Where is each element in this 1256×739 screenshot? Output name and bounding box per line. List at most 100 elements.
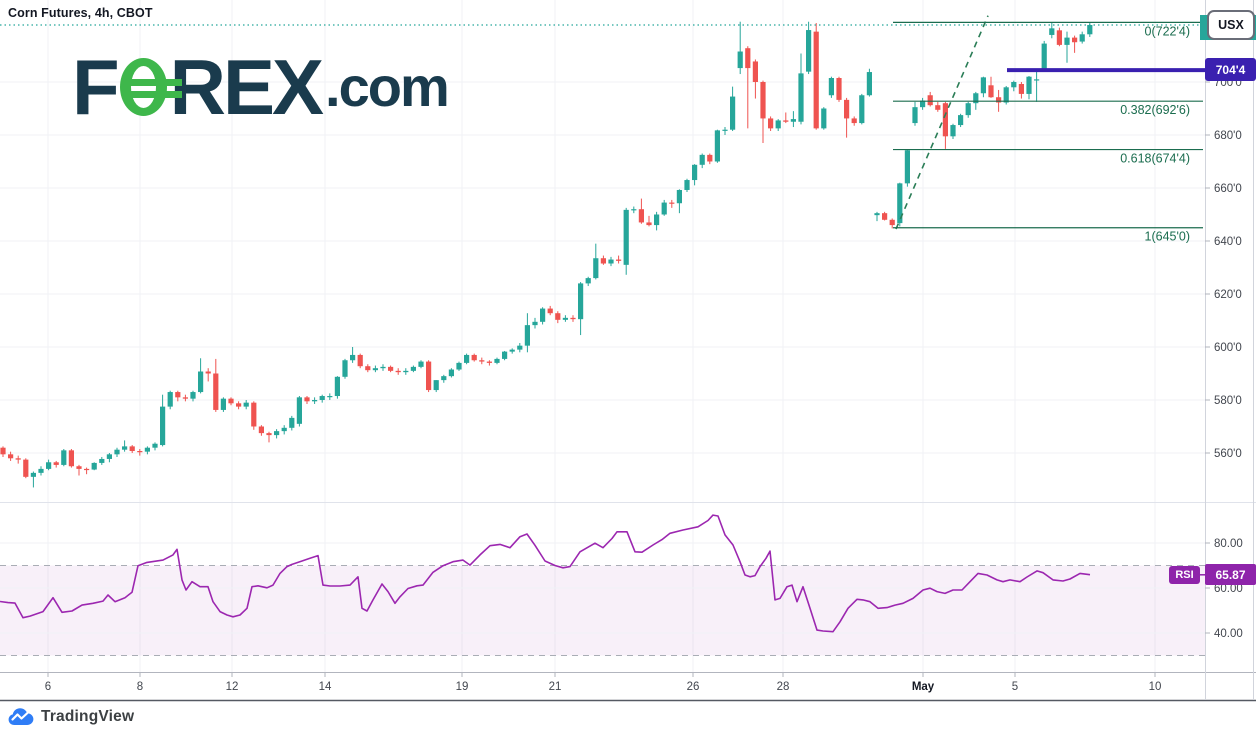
candle-up	[312, 399, 318, 402]
candle-up	[494, 358, 500, 363]
candle-down	[783, 120, 789, 122]
candle-down	[942, 103, 948, 137]
candle-up	[866, 72, 872, 96]
forex-logo-rex: REX	[169, 43, 324, 131]
candle-up	[859, 95, 865, 124]
candle-up	[654, 214, 660, 226]
forex-logo-f: F	[72, 43, 120, 131]
candle-up	[46, 462, 52, 469]
candle-up	[1026, 76, 1032, 94]
candle-up	[198, 371, 204, 393]
tradingview-attribution[interactable]: TradingView	[8, 708, 134, 726]
candle-up	[517, 345, 523, 350]
candle-up	[319, 396, 325, 400]
candle-down	[646, 222, 652, 226]
candle-up	[334, 376, 340, 397]
candle-down	[137, 451, 143, 453]
time-label[interactable]: 5	[1012, 681, 1018, 693]
candle-down	[388, 366, 394, 371]
candle-down	[638, 209, 644, 223]
candle-down	[236, 403, 242, 407]
candle-down	[395, 370, 401, 373]
candle-down	[8, 454, 14, 459]
candle-down	[844, 99, 850, 119]
candle-up	[274, 431, 280, 436]
time-label[interactable]: 14	[319, 681, 332, 693]
candle-down	[479, 360, 485, 362]
price-tick-label[interactable]: 680'0	[1214, 130, 1242, 142]
time-label[interactable]: 12	[226, 681, 239, 693]
candle-up	[828, 78, 834, 96]
candle-down	[600, 258, 606, 264]
candle-up	[220, 398, 226, 410]
time-label[interactable]: May	[912, 681, 935, 693]
candle-up	[160, 406, 166, 446]
candle-down	[768, 118, 774, 129]
candle-up	[775, 120, 781, 129]
candle-up	[714, 130, 720, 162]
candle-up	[91, 462, 97, 470]
candle-up	[1064, 37, 1070, 45]
candle-up	[448, 369, 454, 377]
rsi-tick-label[interactable]: 60.00	[1214, 583, 1243, 595]
rsi-tick-label[interactable]: 40.00	[1214, 628, 1243, 640]
rsi-tick-label[interactable]: 80.00	[1214, 538, 1243, 550]
rsi-band	[0, 565, 1205, 656]
candle-up	[61, 450, 67, 465]
symbol-title: Corn Futures, 4h, CBOT	[8, 6, 153, 20]
candle-up	[1087, 25, 1093, 35]
tradingview-logo-icon	[8, 708, 34, 725]
price-tick-label[interactable]: 640'0	[1214, 236, 1242, 248]
candle-up	[167, 392, 173, 407]
candle-up	[585, 278, 591, 284]
price-tick-label[interactable]: 660'0	[1214, 183, 1242, 195]
time-label[interactable]: 26	[687, 681, 700, 693]
rsi-value-badge: 65.87	[1205, 564, 1256, 585]
price-tick-label[interactable]: 560'0	[1214, 448, 1242, 460]
time-label[interactable]: 21	[549, 681, 562, 693]
time-label[interactable]: 19	[456, 681, 469, 693]
candle-down	[251, 402, 257, 427]
candle-up	[912, 107, 918, 124]
candle-up	[152, 443, 158, 448]
candle-down	[889, 219, 895, 226]
candle-up	[456, 362, 462, 370]
price-tick-label[interactable]: 600'0	[1214, 342, 1242, 354]
candle-down	[570, 317, 576, 320]
time-label[interactable]: 6	[45, 681, 51, 693]
candle-down	[471, 354, 477, 361]
candle-up	[106, 454, 112, 459]
candle-down	[1018, 83, 1024, 94]
candle-up	[965, 103, 971, 116]
time-label[interactable]: 10	[1149, 681, 1162, 693]
candle-up	[433, 380, 439, 391]
candle-down	[707, 154, 713, 162]
price-tick-label[interactable]: 580'0	[1214, 395, 1242, 407]
time-label[interactable]: 8	[137, 681, 143, 693]
trendline	[895, 15, 989, 230]
candle-up	[684, 180, 690, 190]
candle-up	[676, 189, 682, 204]
candle-up	[418, 361, 424, 367]
candle-up	[562, 317, 568, 320]
candle-down	[486, 361, 492, 363]
candle-up	[99, 458, 105, 463]
fib-label: 0(722'4)	[1145, 24, 1190, 38]
forex-logo-suffix: .com	[325, 55, 450, 118]
price-unit-button[interactable]: USX	[1207, 10, 1255, 40]
candle-up	[350, 354, 356, 361]
candle-up	[904, 150, 910, 184]
time-label[interactable]: 28	[777, 681, 790, 693]
fib-label: 1(645'0)	[1145, 230, 1190, 244]
candle-down	[426, 361, 432, 391]
candle-up	[342, 360, 348, 377]
candle-up	[1034, 79, 1040, 81]
price-tick-label[interactable]: 620'0	[1214, 289, 1242, 301]
candle-up	[1041, 43, 1047, 69]
candle-down	[76, 466, 82, 469]
candle-up	[410, 366, 416, 371]
candle-up	[1049, 28, 1055, 35]
candle-down	[836, 78, 842, 100]
